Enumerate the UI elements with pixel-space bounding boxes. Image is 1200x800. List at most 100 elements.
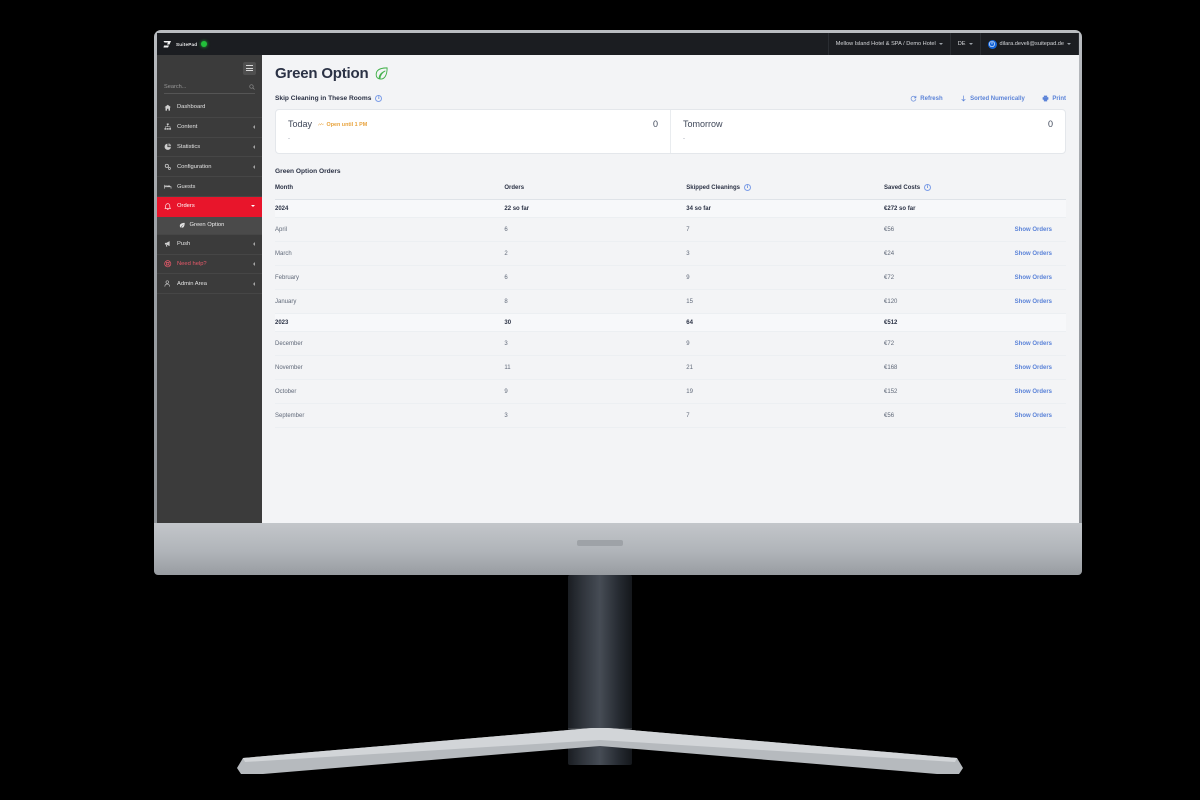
monitor-brand-mark: [577, 540, 623, 546]
show-orders-link[interactable]: Show Orders: [994, 289, 1066, 315]
sidebar-item-admin-area[interactable]: Admin Area: [157, 274, 262, 295]
show-orders-link[interactable]: Show Orders: [994, 217, 1066, 243]
megaphone-icon: [164, 240, 172, 248]
tomorrow-card: Tomorrow 0 -: [670, 110, 1065, 153]
table-header: Month Orders Skipped Cleanings i Saved Co…: [275, 184, 1066, 201]
col-label: Skipped Cleanings: [686, 185, 740, 192]
table-row: January 8 15 €120 Show Orders: [275, 289, 1066, 315]
table-row-year: 2023 30 64 €512: [275, 313, 1066, 333]
skip-cleaning-header: Skip Cleaning in These Rooms i Refresh: [275, 95, 1066, 102]
table-row-year: 2024 22 so far 34 so far €272 so far: [275, 199, 1066, 219]
today-status-badge: Open until 1 PM: [318, 122, 367, 128]
divider: [979, 33, 981, 55]
chevron-left-icon: [253, 144, 255, 149]
sidebar-item-dashboard[interactable]: Dashboard: [157, 98, 262, 118]
table-row: September 3 7 €56 Show Orders: [275, 403, 1066, 429]
activity-icon: [318, 123, 324, 126]
hotel-selector[interactable]: Mellow Island Hotel & SPA / Demo Hotel: [829, 33, 950, 55]
main-content: Green Option Skip Cleaning in These Room…: [262, 55, 1079, 523]
col-label: Orders: [504, 184, 525, 191]
chart-pie-icon: [164, 143, 172, 151]
leaf-icon: [376, 67, 389, 80]
brand-logo[interactable]: SuitePad: [157, 40, 262, 48]
search-input[interactable]: Search...: [164, 81, 255, 94]
show-orders-link[interactable]: Show Orders: [994, 265, 1066, 291]
sidebar-item-configuration[interactable]: Configuration: [157, 157, 262, 178]
hamburger-menu-icon[interactable]: [243, 61, 256, 75]
cell-saved-costs: €56: [884, 403, 995, 429]
info-icon[interactable]: i: [375, 95, 383, 102]
sidebar-item-guests[interactable]: Guests: [157, 177, 262, 197]
print-button[interactable]: Print: [1042, 95, 1066, 102]
user-menu[interactable]: dilara.develi@suitepad.de: [981, 33, 1078, 55]
sort-down-icon: [961, 95, 966, 102]
sidebar-item-label: Need help?: [177, 260, 207, 267]
app-screen: SuitePad Mellow Island Hotel & SPA / Dem…: [157, 33, 1079, 523]
table-row: April 6 7 €56 Show Orders: [275, 217, 1066, 243]
chevron-left-icon: [253, 261, 255, 266]
cell-saved-costs: €152: [884, 379, 995, 405]
refresh-label: Refresh: [920, 95, 943, 102]
show-orders-link[interactable]: Show Orders: [994, 379, 1066, 405]
table-row: March 2 3 €24 Show Orders: [275, 241, 1066, 267]
divider: [949, 33, 951, 55]
cell-month: 2024: [275, 199, 505, 219]
green-option-orders-table: Month Orders Skipped Cleanings i Saved Co…: [275, 184, 1066, 429]
table-row: October 9 19 €152 Show Orders: [275, 379, 1066, 405]
sidebar-item-push[interactable]: Push: [157, 235, 262, 255]
show-orders-link[interactable]: Show Orders: [994, 241, 1066, 267]
cell-skipped-cleanings: 64: [686, 313, 885, 333]
printer-icon: [1042, 95, 1049, 102]
tomorrow-count: 0: [1047, 119, 1053, 129]
refresh-icon: [910, 95, 917, 102]
cell-skipped-cleanings: 7: [686, 403, 885, 429]
sidebar-item-need-help[interactable]: Need help?: [157, 255, 262, 275]
cell-empty: [994, 313, 1066, 333]
skip-cleaning-cards: Today Open until 1 PM 0 - Tomorrow: [275, 109, 1066, 154]
bell-icon: [164, 202, 172, 210]
table-row: February 6 9 €72 Show Orders: [275, 265, 1066, 291]
sort-button[interactable]: Sorted Numerically: [960, 95, 1025, 102]
cell-month: 2023: [275, 313, 505, 333]
sidebar-item-orders[interactable]: Orders: [157, 196, 262, 217]
cell-saved-costs: €120: [884, 289, 995, 315]
cell-orders: 9: [504, 379, 687, 405]
search-icon: [249, 84, 255, 90]
sidebar: Search... Dashboard Content: [157, 55, 262, 523]
refresh-button[interactable]: Refresh: [910, 95, 943, 102]
sidebar-item-label: Orders: [177, 203, 195, 210]
leaf-icon: [179, 222, 185, 228]
column-header-skipped-cleanings: Skipped Cleanings i: [686, 184, 885, 201]
show-orders-link[interactable]: Show Orders: [994, 355, 1066, 381]
cell-month: March: [275, 241, 505, 267]
sidebar-item-green-option[interactable]: Green Option: [157, 216, 262, 235]
cell-month: November: [275, 355, 505, 381]
chevron-down-icon: [938, 43, 943, 45]
tomorrow-card-header: Tomorrow 0: [683, 119, 1053, 129]
cell-orders: 22 so far: [504, 199, 687, 219]
search-placeholder: Search...: [164, 84, 187, 90]
sidebar-item-statistics[interactable]: Statistics: [157, 138, 262, 158]
cell-month: December: [275, 331, 505, 357]
cell-skipped-cleanings: 9: [686, 331, 885, 357]
table-header-row: Month Orders Skipped Cleanings i Saved Co…: [275, 184, 1066, 201]
today-card-header: Today Open until 1 PM 0: [288, 119, 658, 129]
gears-icon: [164, 163, 172, 171]
suitepad-logo-icon: SuitePad: [163, 40, 197, 48]
cell-saved-costs: €168: [884, 355, 995, 381]
language-selector[interactable]: DE: [951, 33, 980, 55]
tomorrow-label: Tomorrow: [683, 119, 723, 129]
table-row: November 11 21 €168 Show Orders: [275, 355, 1066, 381]
show-orders-link[interactable]: Show Orders: [994, 331, 1066, 357]
lifering-icon: [164, 260, 172, 268]
cell-saved-costs: €72: [884, 265, 995, 291]
info-icon[interactable]: i: [743, 184, 751, 191]
cell-skipped-cleanings: 3: [686, 241, 885, 267]
home-icon: [164, 103, 172, 111]
sidebar-item-label: Admin Area: [177, 280, 207, 287]
divider: [827, 33, 829, 55]
sidebar-item-content[interactable]: Content: [157, 118, 262, 138]
today-card-body: -: [288, 136, 290, 142]
info-icon[interactable]: i: [924, 184, 932, 191]
show-orders-link[interactable]: Show Orders: [994, 403, 1066, 429]
